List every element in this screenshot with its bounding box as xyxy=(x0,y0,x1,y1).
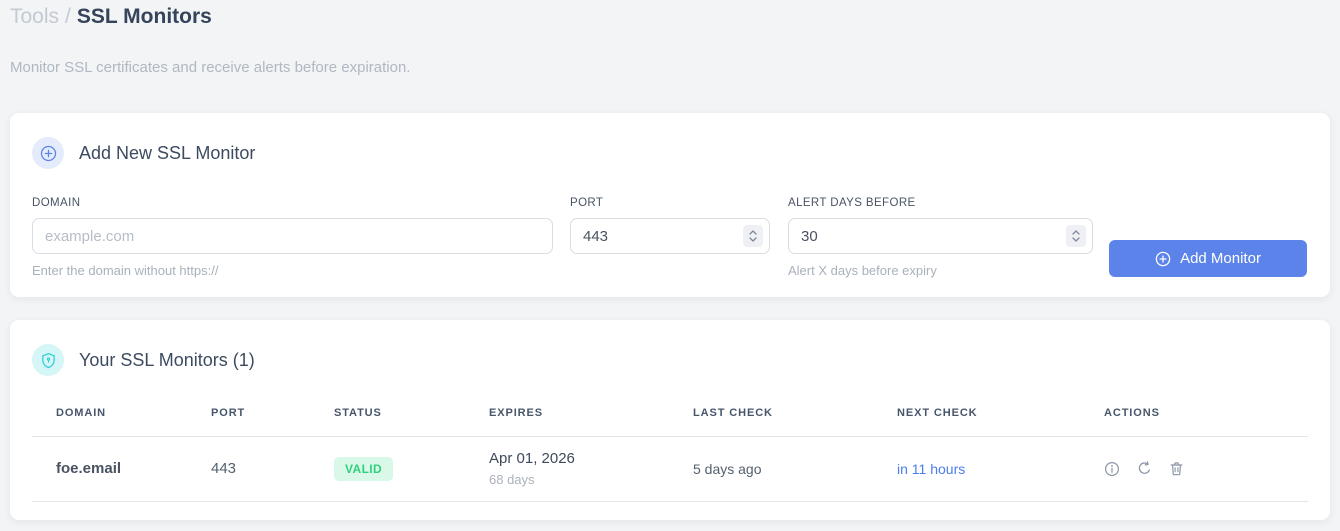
monitors-card: Your SSL Monitors (1) DOMAIN PORT STATUS… xyxy=(10,320,1330,520)
chevron-up-down-icon[interactable] xyxy=(1066,225,1086,247)
domain-label: DOMAIN xyxy=(32,197,81,209)
alert-days-input[interactable] xyxy=(788,218,1093,254)
page-subtitle: Monitor SSL certificates and receive ale… xyxy=(10,59,411,76)
domain-helper: Enter the domain without https:// xyxy=(32,263,219,278)
col-header-actions: ACTIONS xyxy=(1104,399,1308,437)
add-monitor-header: Add New SSL Monitor xyxy=(10,113,1330,169)
monitor-domain: foe.email xyxy=(32,436,211,502)
monitor-port: 443 xyxy=(211,436,334,502)
monitors-header: Your SSL Monitors (1) xyxy=(10,320,1330,376)
alert-days-label: ALERT DAYS BEFORE xyxy=(788,197,916,209)
monitor-expires-cell: Apr 01, 2026 68 days xyxy=(489,436,693,502)
plus-circle-icon xyxy=(1155,251,1171,267)
domain-field-group: DOMAIN Enter the domain without https:// xyxy=(32,197,553,278)
port-field-group: PORT xyxy=(570,197,770,254)
refresh-icon[interactable] xyxy=(1137,461,1152,476)
expires-date: Apr 01, 2026 xyxy=(489,450,575,467)
add-monitor-form: DOMAIN Enter the domain without https://… xyxy=(10,197,1330,278)
add-monitor-title: Add New SSL Monitor xyxy=(79,142,256,163)
plus-circle-icon xyxy=(32,137,64,169)
table-header-row: DOMAIN PORT STATUS EXPIRES LAST CHECK NE… xyxy=(32,399,1308,437)
col-header-expires: EXPIRES xyxy=(489,399,693,437)
monitors-table: DOMAIN PORT STATUS EXPIRES LAST CHECK NE… xyxy=(32,399,1308,502)
info-icon[interactable] xyxy=(1104,461,1120,477)
col-header-domain: DOMAIN xyxy=(32,399,211,437)
expires-days-remaining: 68 days xyxy=(489,472,535,487)
monitor-next-check[interactable]: in 11 hours xyxy=(897,436,1104,502)
table-row: foe.email 443 VALID Apr 01, 2026 68 days… xyxy=(32,436,1308,502)
monitor-actions-cell xyxy=(1104,436,1308,502)
monitor-status-cell: VALID xyxy=(334,436,489,502)
col-header-port: PORT xyxy=(211,399,334,437)
add-monitor-button-label: Add Monitor xyxy=(1180,250,1261,267)
col-header-status: STATUS xyxy=(334,399,489,437)
domain-input[interactable] xyxy=(32,218,553,254)
col-header-next-check: NEXT CHECK xyxy=(897,399,1104,437)
trash-icon[interactable] xyxy=(1169,461,1184,477)
add-monitor-card: Add New SSL Monitor DOMAIN Enter the dom… xyxy=(10,113,1330,297)
monitor-last-check: 5 days ago xyxy=(693,436,897,502)
chevron-up-down-icon[interactable] xyxy=(743,225,763,247)
breadcrumb-tools[interactable]: Tools xyxy=(10,5,60,28)
shield-icon xyxy=(32,344,64,376)
port-label: PORT xyxy=(570,197,604,209)
col-header-last-check: LAST CHECK xyxy=(693,399,897,437)
status-badge: VALID xyxy=(334,456,394,481)
monitors-title: Your SSL Monitors (1) xyxy=(79,349,255,370)
page-title: SSL Monitors xyxy=(76,5,212,28)
add-monitor-button[interactable]: Add Monitor xyxy=(1109,240,1307,277)
alert-days-field-group: ALERT DAYS BEFORE Alert X days before ex… xyxy=(788,197,1093,278)
alert-days-helper: Alert X days before expiry xyxy=(788,263,937,278)
port-input[interactable] xyxy=(570,218,770,254)
breadcrumb: Tools / SSL Monitors xyxy=(10,5,212,29)
breadcrumb-separator: / xyxy=(65,5,71,28)
